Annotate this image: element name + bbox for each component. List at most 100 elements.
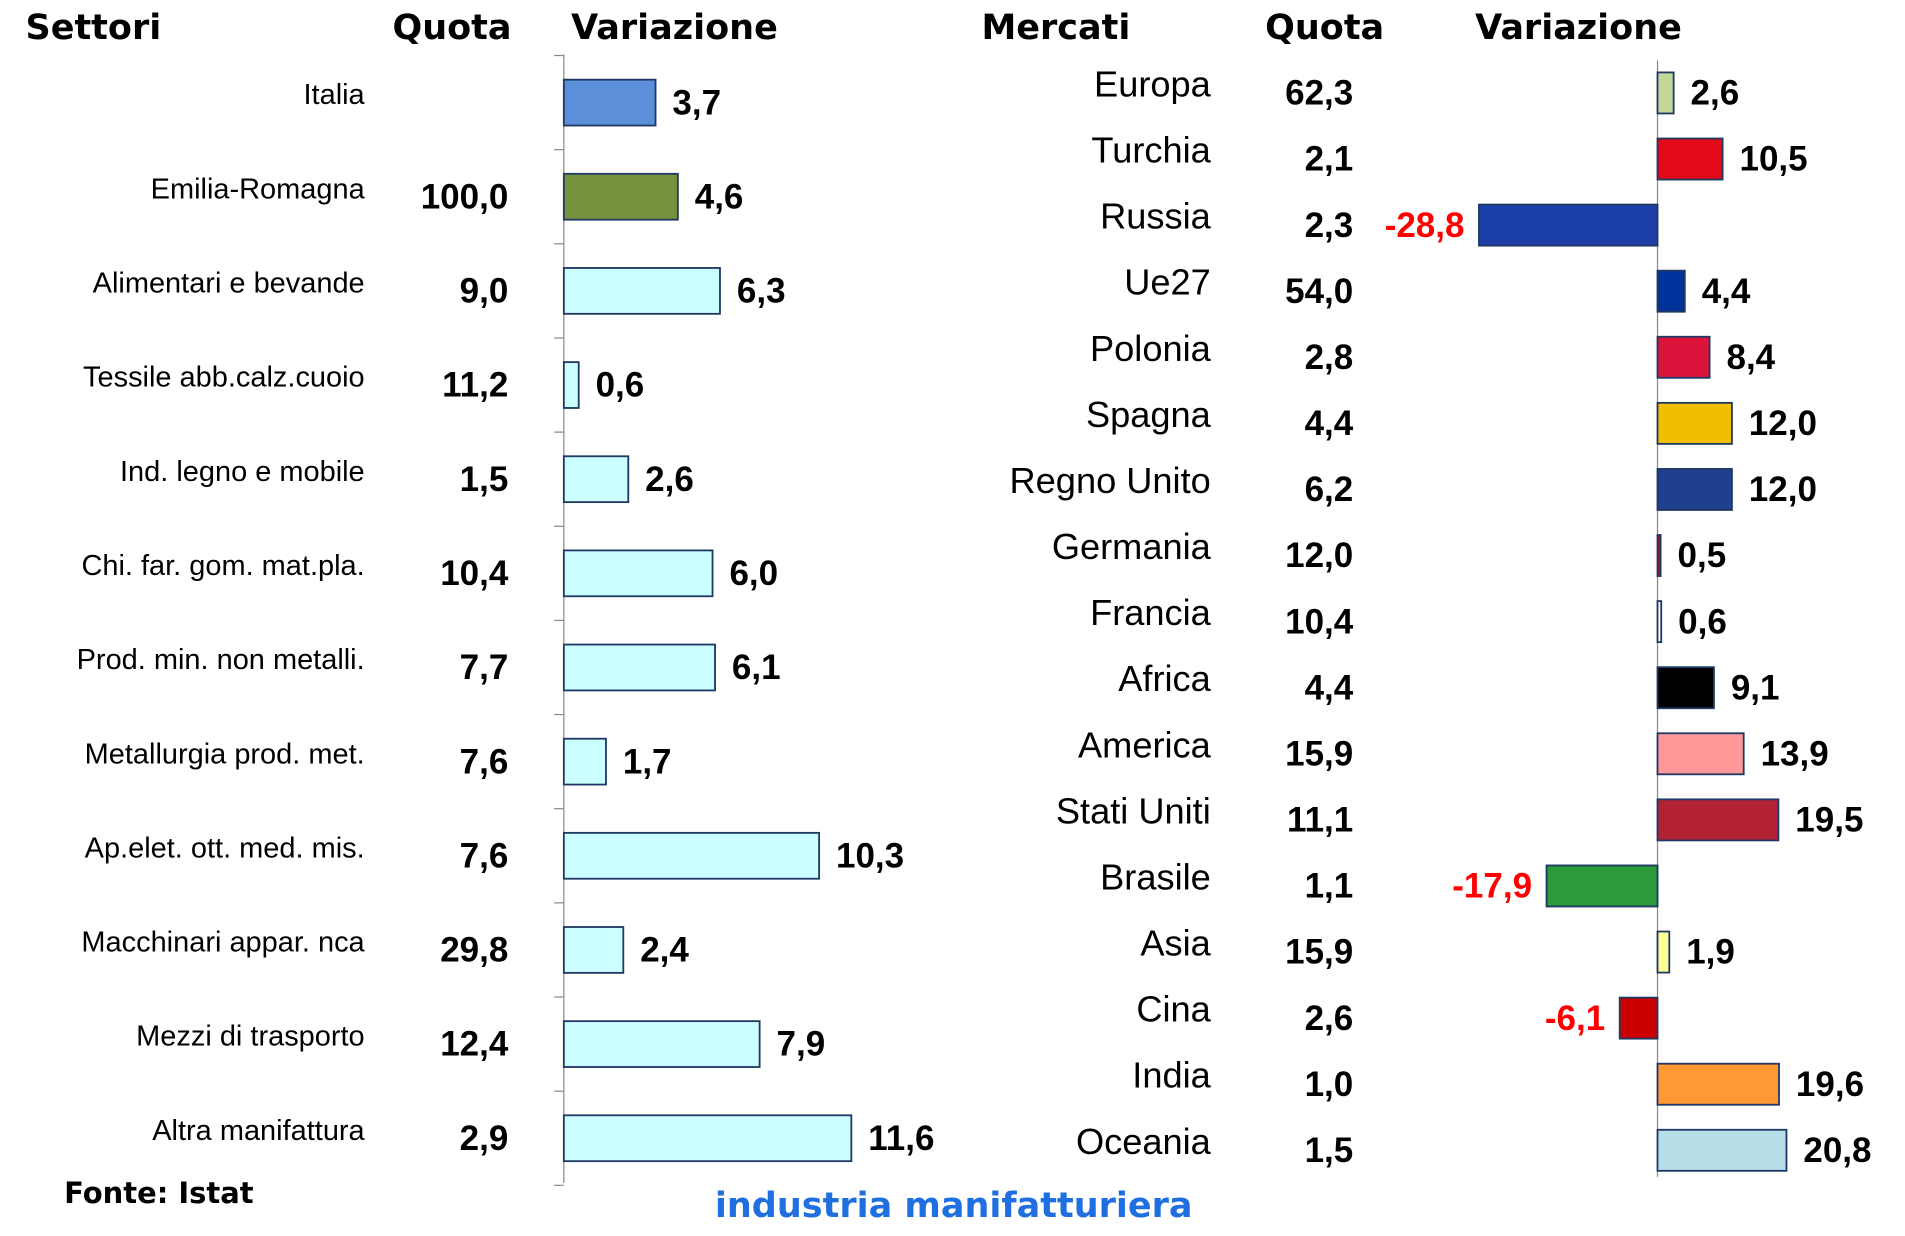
quota-label: 62,3 [1285,74,1353,113]
value-label: 19,6 [1796,1065,1864,1104]
quota-label: 11,2 [442,366,508,405]
quota-label: 54,0 [1285,272,1353,311]
category-label: Asia [1140,923,1211,964]
category-label: Spagna [1086,394,1212,435]
bar [562,643,716,692]
bar [562,455,630,504]
bar [562,172,679,221]
category-label: Ue27 [1124,262,1211,303]
quota-label: 6,2 [1305,470,1354,509]
value-label: 1,7 [623,742,672,781]
category-label: Emilia-Romagna [151,173,366,205]
category-label: Ap.elet. ott. med. mis. [85,832,365,864]
value-label: 2,6 [1691,74,1740,113]
value-label: 0,6 [596,366,645,405]
bar [562,78,657,127]
column-header: Mercati [981,8,1130,48]
source: Fonte: Istat [64,1176,254,1210]
quota-label: 1,1 [1305,867,1354,906]
column-header: Quota [1265,8,1384,48]
bar [562,361,580,409]
bar [1656,666,1715,710]
category-label: Russia [1100,196,1212,237]
value-label: 0,5 [1678,536,1727,575]
quota-label: 7,6 [460,836,509,875]
value-label: 4,4 [1702,272,1751,311]
category-label: Chi. far. gom. mat.pla. [81,550,364,582]
category-label: Francia [1090,592,1212,633]
bar [1478,203,1659,247]
value-label: 7,9 [777,1025,826,1064]
quota-label: 15,9 [1285,933,1353,972]
quota-label: 2,1 [1305,140,1354,179]
category-label: Tessile abb.calz.cuoio [83,362,365,394]
bar [562,1020,761,1068]
category-label: Ind. legno e mobile [120,456,365,488]
category-label: Alimentari e bevande [93,268,365,300]
quota-label: 1,5 [1305,1131,1354,1170]
value-label: 0,6 [1678,602,1727,641]
bar [1656,1128,1788,1172]
value-label: 8,4 [1726,338,1775,377]
value-label: 12,0 [1749,470,1817,509]
bar [1656,600,1663,644]
bar [562,737,607,786]
category-label: Brasile [1100,856,1211,897]
category-label: India [1132,1055,1211,1096]
quota-label: 7,7 [460,648,509,687]
quota-label: 12,0 [1285,536,1353,575]
column-header: Settori [26,8,162,48]
bar [1656,798,1780,842]
quota-label: 15,9 [1285,734,1353,773]
bar [562,926,625,974]
value-label: 3,7 [672,83,721,122]
column-header: Variazione [571,8,778,48]
bar [562,831,821,880]
bar [1656,1062,1780,1106]
column-header: Quota [392,8,511,48]
bar [562,549,714,598]
value-label: -17,9 [1452,867,1532,906]
bar [1656,335,1711,379]
category-label: Metallurgia prod. met. [85,738,365,770]
bar [1656,930,1671,974]
quota-label: 7,6 [460,742,509,781]
quota-label: 11,1 [1287,801,1353,840]
value-label: 2,6 [645,460,694,499]
quota-label: 29,8 [440,931,508,970]
category-label: Stati Uniti [1056,790,1211,831]
value-label: 10,5 [1740,140,1808,179]
category-label: Italia [304,79,366,111]
category-label: Mezzi di trasporto [136,1021,365,1053]
bar [1656,732,1745,776]
column-header: Variazione [1475,8,1682,48]
category-label: Prod. min. non metalli. [77,644,365,676]
category-label: Macchinari appar. nca [81,927,365,959]
category-label: Europa [1094,63,1212,104]
bar [1656,137,1724,181]
quota-label: 12,4 [440,1025,509,1064]
quota-label: 2,6 [1305,999,1354,1038]
value-label: 2,4 [640,931,689,970]
quota-label: 4,4 [1305,404,1354,443]
quota-label: 4,4 [1305,668,1354,707]
category-label: Africa [1118,658,1211,699]
quota-label: 9,0 [460,272,509,311]
value-label: 20,8 [1803,1131,1871,1170]
quota-label: 2,8 [1305,338,1354,377]
bar [1656,269,1686,313]
quota-label: 100,0 [421,177,509,216]
bar [562,267,721,315]
quota-label: 10,4 [1285,602,1354,641]
value-label: 4,6 [695,177,744,216]
category-label: Altra manifattura [152,1115,365,1147]
category-label: Turchia [1091,130,1211,171]
value-label: 6,0 [729,554,778,593]
value-label: 13,9 [1761,734,1829,773]
value-label: 12,0 [1749,404,1817,443]
bar [1656,401,1733,445]
value-label: 11,6 [868,1119,934,1158]
quota-label: 2,9 [460,1119,509,1158]
bar [1656,468,1733,511]
